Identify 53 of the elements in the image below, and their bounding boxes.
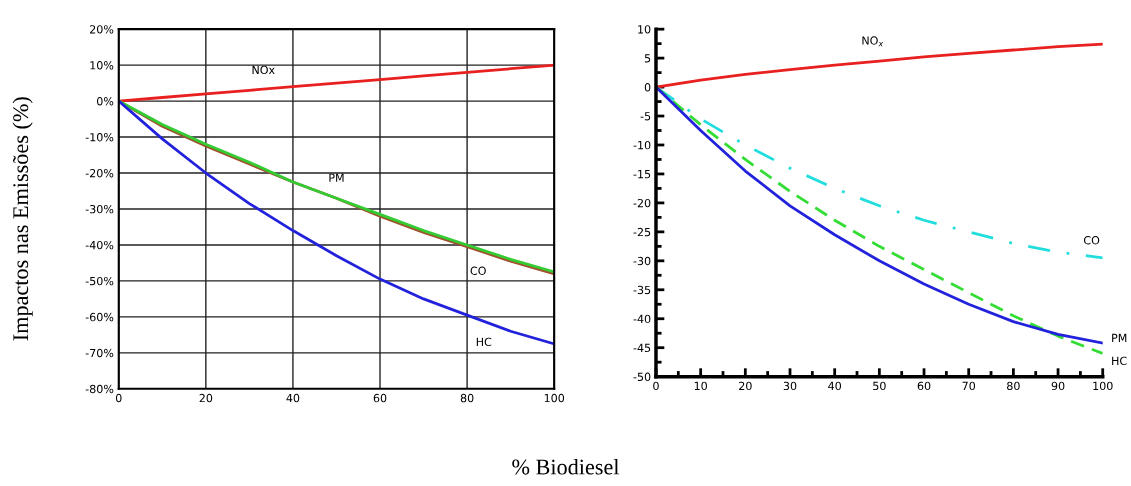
y-tick-label: -70%: [85, 348, 114, 358]
y-tick-label: 0%: [97, 97, 114, 106]
y-tick-label: -40%: [85, 240, 114, 250]
y-tick-label: 10%: [90, 61, 114, 70]
x-tick-label: 100: [544, 393, 565, 403]
y-tick-label: -15: [633, 170, 651, 179]
y-tick-label: 5: [644, 54, 651, 63]
x-tick-label: 40: [286, 393, 300, 403]
x-tick-label: 30: [783, 381, 797, 391]
line-series: [118, 99, 555, 346]
x-tick-label: 40: [828, 381, 842, 391]
y-tick-label: -10: [633, 140, 651, 150]
y-tick-label: -30%: [85, 204, 114, 214]
y-tick-label: -80%: [85, 384, 114, 394]
x-tick-label: 80: [460, 393, 474, 403]
series-label: HC: [476, 337, 492, 347]
x-tick-label: 60: [917, 381, 931, 391]
y-tick-label: -50: [633, 372, 651, 382]
x-tick-label: 0: [653, 381, 659, 391]
y-tick-label: 10: [638, 25, 651, 34]
y-tick-label: -35: [633, 285, 651, 295]
y-tick-label: -25: [633, 227, 651, 237]
series-label: NO$_{x}$: [862, 36, 884, 47]
x-tick-label: 60: [373, 393, 387, 403]
x-tick-label: 20: [199, 393, 213, 403]
line-series: [118, 63, 555, 103]
y-axis-title: Impactos nas Emissões (%): [12, 97, 33, 341]
series-label: CO: [470, 266, 486, 275]
y-tick-label: -45: [633, 343, 651, 353]
x-tick-label: 80: [1007, 381, 1020, 391]
y-tick-label: -50%: [85, 276, 114, 286]
x-tick-label: 50: [873, 381, 886, 391]
x-axis-title: % Biodiesel: [512, 458, 620, 475]
y-tick-label: -60%: [85, 312, 114, 322]
x-tick-label: 0: [115, 393, 122, 403]
y-tick-label: -5: [640, 112, 651, 121]
y-tick-label: -20%: [85, 168, 114, 178]
y-tick-label: -30: [633, 256, 651, 266]
series-label: PM: [1112, 333, 1127, 342]
series-label: CO: [1083, 236, 1100, 245]
x-tick-label: 10: [694, 381, 707, 391]
x-tick-label: 100: [1093, 381, 1113, 391]
series-label: PM: [329, 173, 344, 182]
y-tick-label: 0: [644, 83, 651, 92]
series-label: HC: [1112, 356, 1127, 366]
y-tick-label: -10%: [85, 133, 114, 142]
x-tick-label: 20: [739, 381, 752, 391]
x-tick-label: 70: [962, 381, 976, 391]
y-tick-label: 20%: [90, 25, 114, 34]
y-tick-label: -40: [633, 314, 651, 324]
x-tick-label: 90: [1051, 381, 1065, 391]
y-tick-label: -20: [633, 198, 651, 208]
series-label: NOx: [252, 65, 275, 75]
